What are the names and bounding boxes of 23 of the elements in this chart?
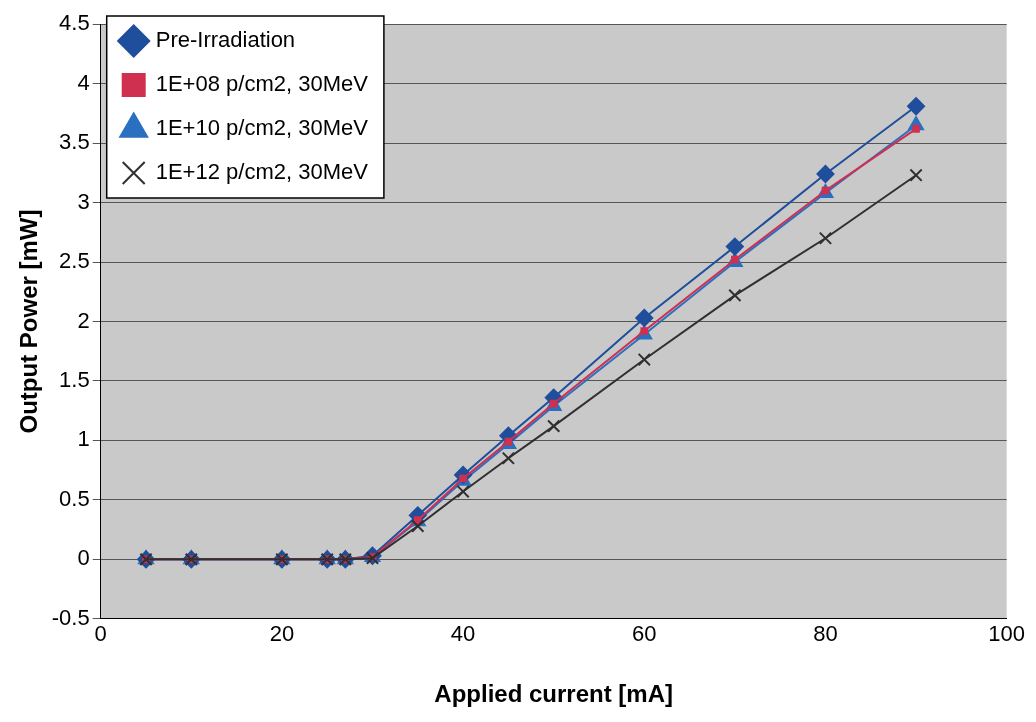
x-tick-label: 0 — [94, 621, 107, 647]
legend-label: Pre-Irradiation — [155, 27, 296, 53]
y-tick-label: 4 — [77, 69, 90, 95]
x-axis-title: Applied current [mA] — [434, 680, 674, 708]
y-tick-label: -0.5 — [51, 604, 90, 630]
y-tick-label: 3 — [77, 188, 90, 214]
y-tick-label: 3.5 — [59, 129, 90, 155]
y-tick-label: 1 — [77, 426, 90, 452]
x-tick-label: 60 — [632, 621, 657, 647]
x-tick-label: 20 — [269, 621, 295, 647]
y-axis-title: Output Power [mW] — [15, 209, 43, 434]
legend-label: 1E+12 p/cm2, 30MeV — [155, 159, 369, 185]
y-tick-label: 0 — [77, 545, 90, 571]
y-tick-label: 2 — [77, 307, 90, 333]
legend-label: 1E+10 p/cm2, 30MeV — [155, 115, 369, 141]
x-tick-label: 40 — [450, 621, 476, 647]
y-tick-label: 1.5 — [59, 367, 90, 393]
y-tick-label: 2.5 — [59, 248, 90, 274]
legend-label: 1E+08 p/cm2, 30MeV — [155, 71, 369, 97]
y-tick-label: 0.5 — [59, 485, 90, 511]
x-tick-label: 100 — [988, 621, 1026, 647]
x-tick-label: 80 — [813, 621, 838, 647]
y-tick-label: 4.5 — [59, 10, 90, 36]
